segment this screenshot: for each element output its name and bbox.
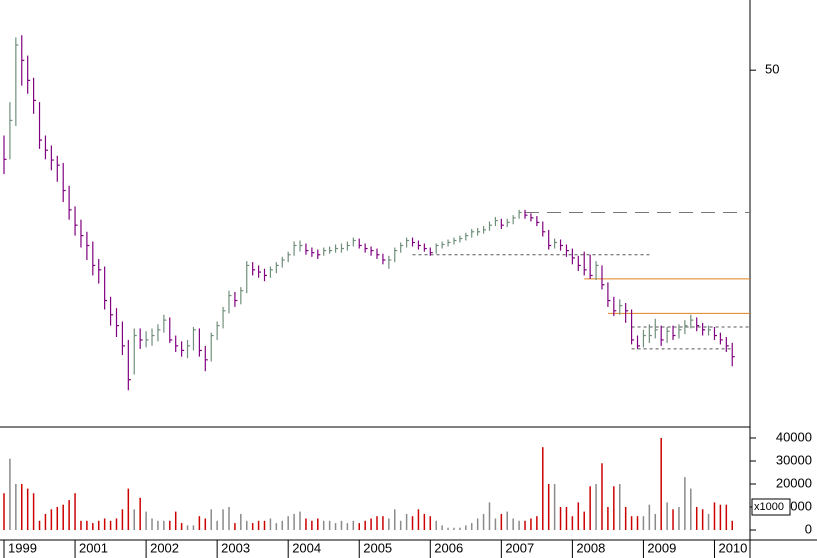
x-tick-label: 2009 [647,540,676,555]
x-tick-label: 2005 [363,540,392,555]
volume-tick-label: 40000 [776,429,812,444]
x-tick-label: 2008 [576,540,605,555]
volume-tick-label: 30000 [776,452,812,467]
x-tick-label: 2004 [292,540,321,555]
x-tick-label: 2006 [434,540,463,555]
x-tick-label: 2007 [505,540,534,555]
volume-tick-label: 20000 [776,475,812,490]
x-tick-label: 2003 [221,540,250,555]
x-tick-label: 2002 [150,540,179,555]
y-tick-label: 50 [765,62,779,77]
x-tick-label: 2001 [79,540,108,555]
unit-box [751,498,791,516]
x-tick-label: 2010 [718,540,747,555]
volume-unit: x1000 [754,501,784,513]
x-tick-label: 1999 [8,540,37,555]
volume-tick-label: 0 [805,521,812,536]
